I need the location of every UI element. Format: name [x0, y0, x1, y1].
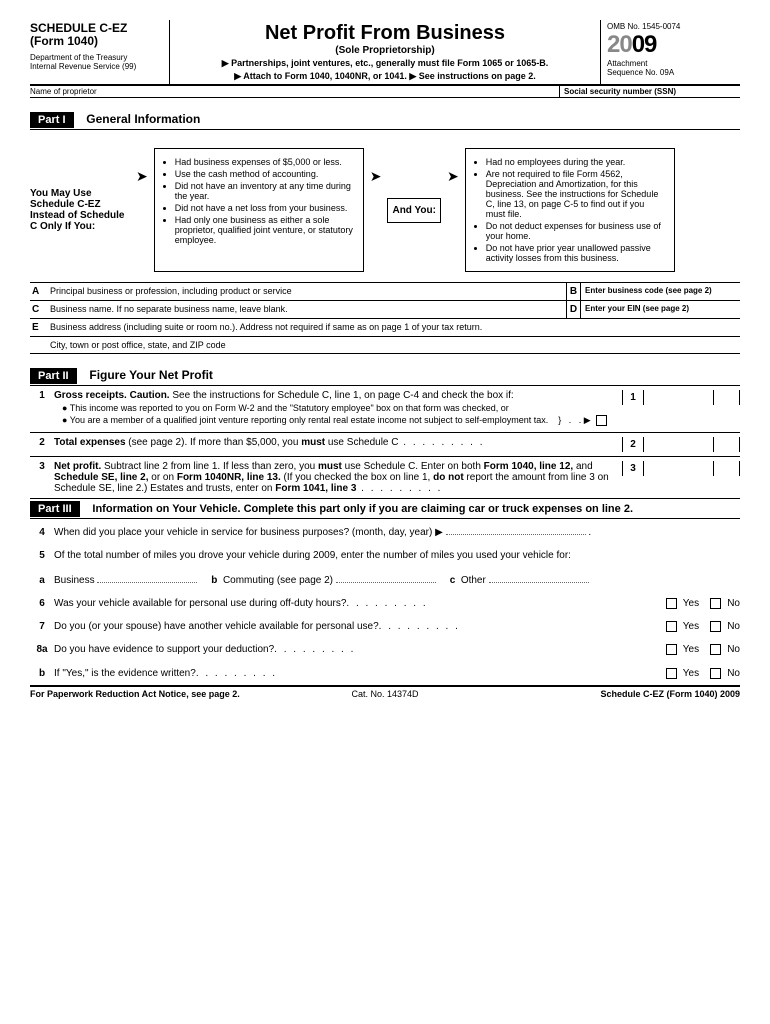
line-6: 6 Was your vehicle available for persona… [30, 592, 740, 615]
line-5: 5 Of the total number of miles you drove… [30, 544, 740, 567]
line5a-input[interactable] [97, 573, 197, 583]
line4-date-input[interactable] [446, 525, 586, 535]
part3-header: Part III Information on Your Vehicle. Co… [30, 503, 740, 519]
line6-no-checkbox[interactable] [710, 598, 721, 609]
part1-header: Part I General Information [30, 112, 740, 130]
line-4: 4 When did you place your vehicle in ser… [30, 519, 740, 544]
field-row-E: E Business address (including suite or r… [30, 318, 740, 336]
header-right: OMB No. 1545-0074 2009 Attachment Sequen… [600, 20, 740, 84]
criteria-item: Had business expenses of $5,000 or less. [175, 157, 355, 167]
line-2: 2 Total expenses (see page 2). If more t… [30, 432, 740, 456]
line5-text: Of the total number of miles you drove y… [54, 550, 740, 561]
arrow-icon: ➤ [370, 168, 382, 185]
line-3: 3 Net profit. Subtract line 2 from line … [30, 456, 740, 499]
part2-badge: Part II [30, 368, 77, 384]
field-D-label[interactable]: Enter your EIN (see page 2) [580, 301, 740, 318]
criteria-item: Do not have prior year unallowed passive… [486, 243, 666, 263]
line7-no-checkbox[interactable] [710, 621, 721, 632]
proprietor-name-label: Name of proprietor [30, 86, 560, 97]
eligibility-flow: You May Use Schedule C-EZ Instead of Sch… [30, 148, 740, 272]
line8a-yes-checkbox[interactable] [666, 644, 677, 655]
line2-amount[interactable] [644, 437, 714, 452]
criteria-item: Did not have an inventory at any time du… [175, 181, 355, 201]
criteria-item: Are not required to file Form 4562, Depr… [486, 169, 666, 219]
form-number: (Form 1040) [30, 35, 165, 48]
footer-mid: Cat. No. 14374D [267, 689, 504, 699]
and-you-box: And You: [387, 198, 441, 223]
field-A-label[interactable]: Principal business or profession, includ… [46, 283, 566, 300]
arrow-icon: ➤ [136, 168, 148, 185]
field-C-label[interactable]: Business name. If no separate business n… [46, 301, 566, 318]
line1-bullet-b: ● You are a member of a qualified joint … [62, 415, 616, 426]
name-ssn-bar: Name of proprietor Social security numbe… [30, 86, 740, 98]
field-E-label[interactable]: Business address (including suite or roo… [46, 319, 740, 336]
line7-yes-checkbox[interactable] [666, 621, 677, 632]
header-note2: ▶ Attach to Form 1040, 1040NR, or 1041. … [176, 71, 594, 82]
form-header: SCHEDULE C-EZ (Form 1040) Department of … [30, 20, 740, 86]
line1-checkbox[interactable] [596, 415, 607, 426]
criteria-item: Had only one business as either a sole p… [175, 215, 355, 245]
line1-bullet-a: ● This income was reported to you on For… [62, 403, 616, 413]
part3-badge: Part III [30, 501, 80, 517]
field-row-A: A Principal business or profession, incl… [30, 282, 740, 300]
part2-title: Figure Your Net Profit [89, 368, 213, 382]
line1-text: Gross receipts. Caution. Gross receipts.… [54, 390, 616, 401]
field-row-E2: City, town or post office, state, and ZI… [30, 336, 740, 354]
header-left: SCHEDULE C-EZ (Form 1040) Department of … [30, 20, 170, 84]
criteria-item: Use the cash method of accounting. [175, 169, 355, 179]
line3-amount[interactable] [644, 461, 714, 476]
footer-left: For Paperwork Reduction Act Notice, see … [30, 689, 267, 699]
criteria-item: Do not deduct expenses for business use … [486, 221, 666, 241]
part2-header: Part II Figure Your Net Profit [30, 368, 740, 386]
line-1: 1 Gross receipts. Caution. Gross receipt… [30, 386, 740, 432]
line1-amount[interactable] [644, 390, 714, 405]
header-note1: ▶ Partnerships, joint ventures, etc., ge… [176, 58, 594, 69]
part1-title: General Information [86, 112, 200, 126]
line-8b: b If "Yes," is the evidence written? Yes… [30, 662, 740, 685]
form-subtitle: (Sole Proprietorship) [176, 45, 594, 56]
page-footer: For Paperwork Reduction Act Notice, see … [30, 685, 740, 699]
ssn-label: Social security number (SSN) [560, 86, 740, 97]
form-title: Net Profit From Business [176, 22, 594, 45]
footer-right: Schedule C-EZ (Form 1040) 2009 [503, 689, 740, 699]
line8a-no-checkbox[interactable] [710, 644, 721, 655]
field-row-C: C Business name. If no separate business… [30, 300, 740, 318]
criteria-box-1: Had business expenses of $5,000 or less.… [154, 148, 364, 272]
omb-number: OMB No. 1545-0074 [607, 22, 740, 31]
criteria-item: Had no employees during the year. [486, 157, 666, 167]
part3-title: Information on Your Vehicle. Complete th… [92, 503, 633, 515]
criteria-item: Did not have a net loss from your busine… [175, 203, 355, 213]
line8b-yes-checkbox[interactable] [666, 668, 677, 679]
line-5abc: a Business b Commuting (see page 2) c Ot… [30, 567, 740, 592]
line8b-no-checkbox[interactable] [710, 668, 721, 679]
line-7: 7 Do you (or your spouse) have another v… [30, 615, 740, 638]
line-8a: 8a Do you have evidence to support your … [30, 638, 740, 661]
field-E2-label[interactable]: City, town or post office, state, and ZI… [46, 337, 740, 353]
arrow-icon: ➤ [447, 168, 459, 185]
field-B-label[interactable]: Enter business code (see page 2) [580, 283, 740, 300]
line5b-input[interactable] [336, 573, 436, 583]
line5c-input[interactable] [489, 573, 589, 583]
tax-year: 2009 [607, 31, 740, 59]
dept-line: Department of the Treasury Internal Reve… [30, 54, 165, 72]
line6-yes-checkbox[interactable] [666, 598, 677, 609]
criteria-box-2: Had no employees during the year. Are no… [465, 148, 675, 272]
part1-badge: Part I [30, 112, 74, 128]
sequence-number: Sequence No. 09A [607, 68, 740, 77]
flow-left-label: You May Use Schedule C-EZ Instead of Sch… [30, 188, 130, 232]
attachment-label: Attachment [607, 59, 740, 68]
header-mid: Net Profit From Business (Sole Proprieto… [170, 20, 600, 84]
